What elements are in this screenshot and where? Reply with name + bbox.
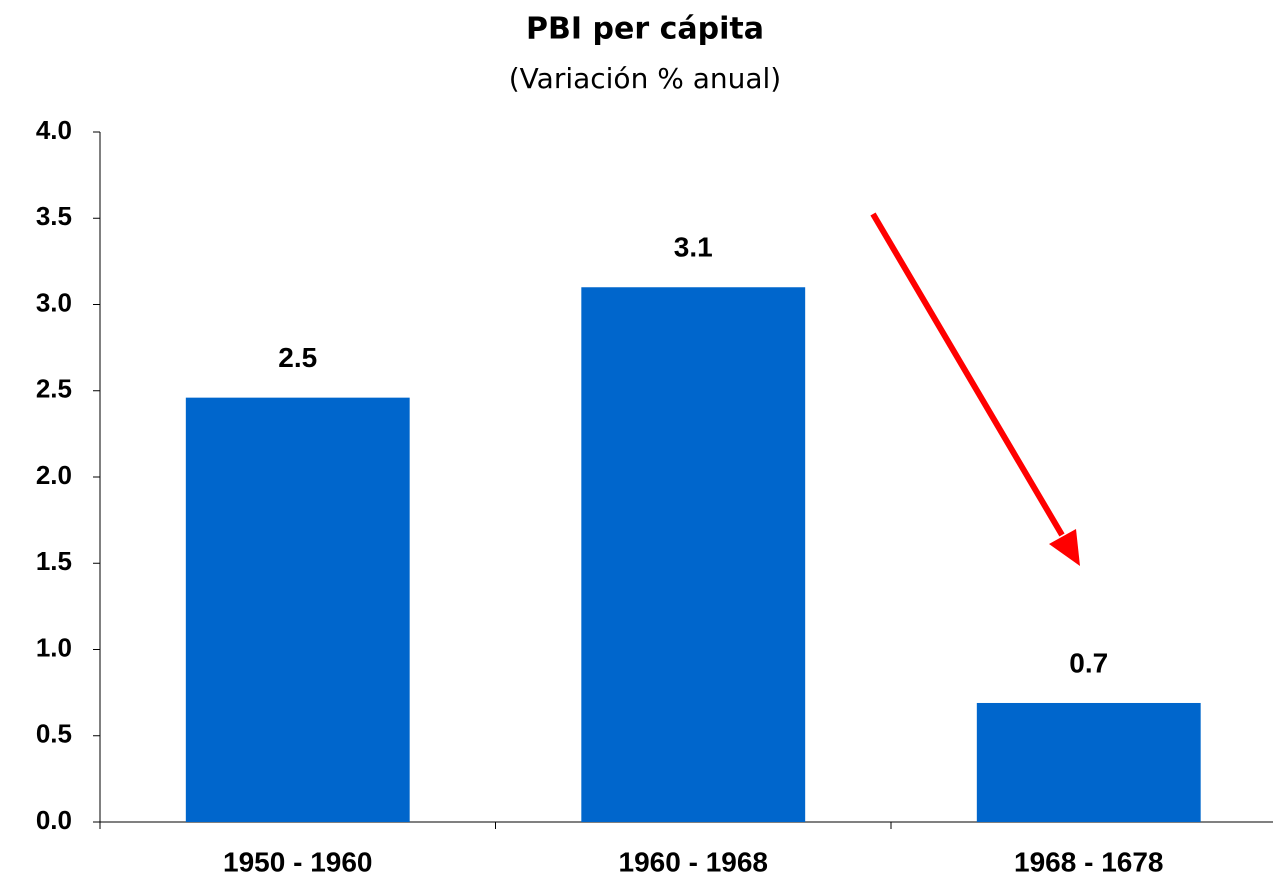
bar: [581, 287, 806, 822]
bar: [185, 397, 410, 822]
x-tick-label: 1960 - 1968: [619, 846, 768, 877]
y-tick-label: 2.0: [36, 460, 72, 490]
y-tick-label: 0.0: [36, 805, 72, 835]
data-label: 2.5: [278, 342, 317, 373]
y-tick-label: 3.0: [36, 287, 72, 317]
chart-title: PBI per cápita: [526, 12, 764, 47]
y-tick-label: 2.5: [36, 374, 72, 404]
x-tick-label: 1950 - 1960: [223, 846, 372, 877]
bar: [976, 702, 1201, 822]
x-tick-label: 1968 - 1678: [1014, 846, 1163, 877]
data-label: 0.7: [1069, 647, 1108, 678]
y-tick-label: 1.0: [36, 632, 72, 662]
trend-arrow: [870, 212, 1080, 566]
y-tick-label: 0.5: [36, 719, 72, 749]
y-tick-label: 3.5: [36, 201, 72, 231]
y-tick-label: 4.0: [36, 115, 72, 145]
data-label: 3.1: [674, 232, 713, 263]
y-tick-label: 1.5: [36, 546, 72, 576]
chart-subtitle: (Variación % anual): [509, 62, 781, 95]
